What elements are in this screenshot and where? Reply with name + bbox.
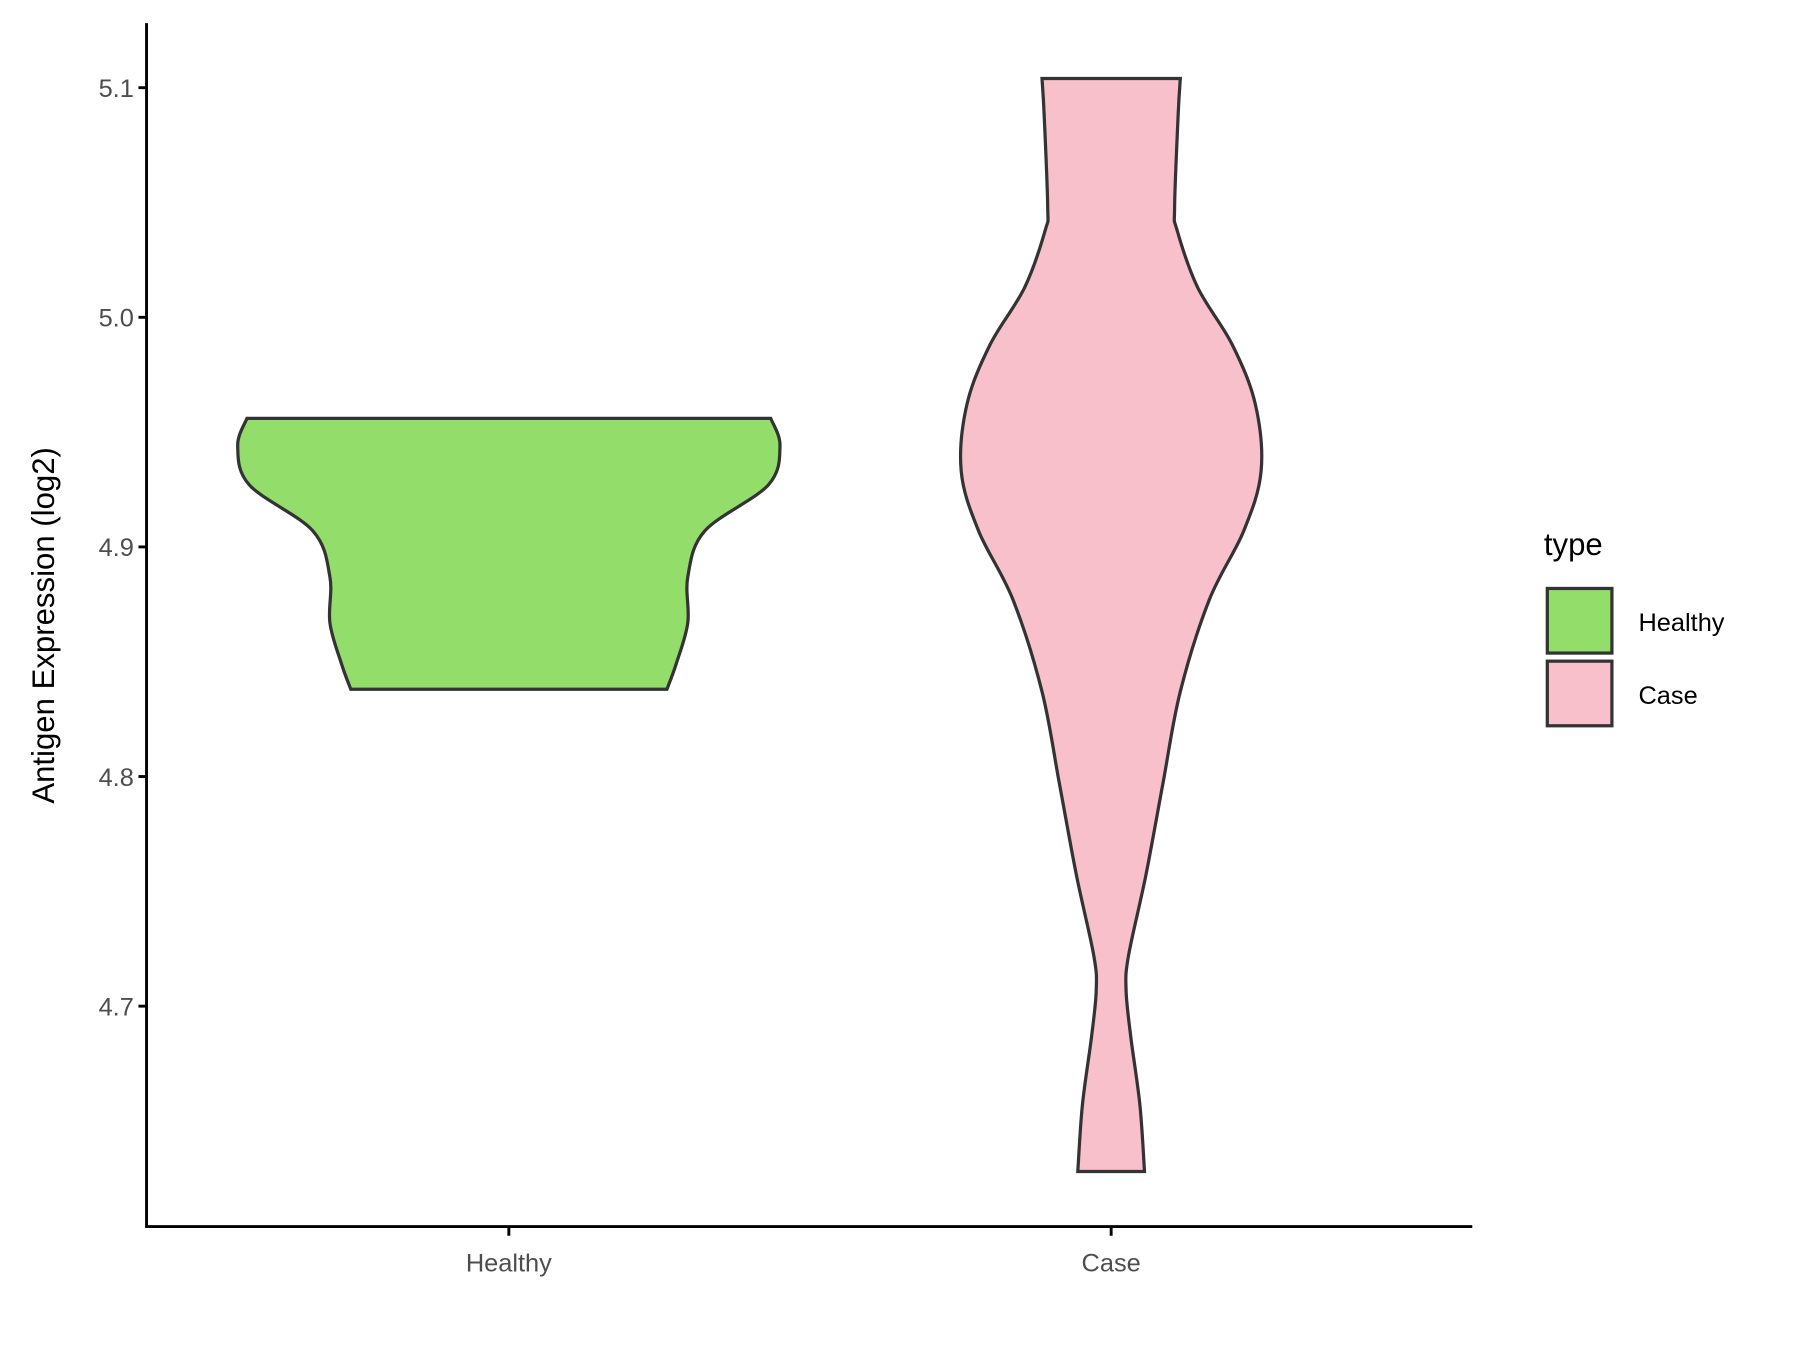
y-tick-label: 5.1 [99, 75, 134, 103]
legend-title: type [1544, 527, 1603, 562]
violin-case [958, 76, 1264, 1174]
legend-key-case [1545, 659, 1614, 728]
legend-label: Case [1638, 682, 1697, 710]
y-tick-label: 4.9 [99, 534, 134, 562]
y-tick-label: 5.0 [99, 305, 134, 333]
legend-key-healthy [1545, 586, 1614, 655]
x-tick-label: Healthy [466, 1250, 552, 1278]
y-tick-label: 4.8 [99, 764, 134, 792]
y-tick-label: 4.7 [99, 993, 134, 1021]
violin-healthy [236, 416, 782, 691]
y-axis-label: Antigen Expression (log2) [26, 447, 61, 804]
x-tick-label: Case [1082, 1250, 1141, 1278]
legend-label: Healthy [1638, 609, 1724, 637]
